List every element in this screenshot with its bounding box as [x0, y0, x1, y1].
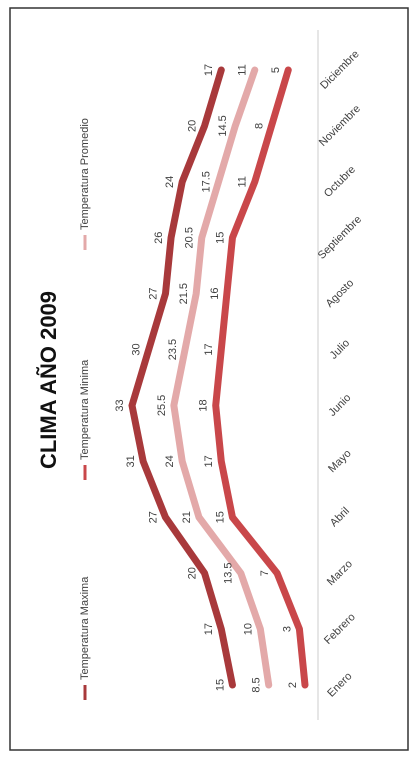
data-label: 21 — [181, 511, 193, 523]
data-label: 17 — [203, 343, 215, 355]
data-label: 2 — [287, 682, 299, 688]
data-label: 7 — [259, 570, 271, 576]
data-label: 26 — [153, 232, 165, 244]
data-label: 25.5 — [156, 395, 168, 416]
data-label: 15 — [214, 679, 226, 691]
x-tick-label: Febrero — [322, 611, 358, 647]
data-label: 27 — [147, 288, 159, 300]
x-tick-label: Enero — [325, 670, 354, 699]
x-tick-label: Julio — [328, 337, 352, 361]
data-label: 3 — [281, 626, 293, 632]
data-label: 8 — [253, 123, 265, 129]
data-label: 17 — [203, 623, 215, 635]
x-tick-label: Agosto — [324, 277, 357, 310]
x-tick-label: Diciembre — [318, 48, 361, 91]
rotated-chart: CLIMA AÑO 2009 151720273133302726242017T… — [36, 30, 364, 720]
legend-label: Temperatura Maxima — [79, 576, 91, 680]
data-label: 17 — [203, 455, 215, 467]
data-label: 13.5 — [223, 562, 235, 583]
x-tick-label: Octubre — [322, 164, 358, 200]
legend-label: Temperatura Minima — [79, 359, 91, 460]
frame — [9, 7, 409, 751]
series-line — [170, 66, 273, 689]
x-tick-label: Junio — [326, 392, 353, 419]
chart-title: CLIMA AÑO 2009 — [36, 291, 61, 469]
data-label: 23.5 — [167, 339, 179, 360]
legend-label: Temperatura Promedio — [79, 118, 91, 230]
data-label: 5 — [270, 67, 282, 73]
data-label: 11 — [237, 64, 249, 75]
data-label: 30 — [131, 343, 143, 355]
series-line — [128, 66, 236, 689]
data-label: 16 — [209, 288, 221, 300]
x-tick-label: Septiembre — [316, 214, 364, 262]
data-label: 27 — [147, 511, 159, 523]
data-label: 10 — [242, 623, 254, 635]
data-label: 21.5 — [178, 283, 190, 304]
data-label: 15 — [214, 232, 226, 244]
data-label: 15 — [214, 511, 226, 523]
data-label: 17 — [203, 64, 215, 76]
data-label: 11 — [237, 176, 249, 187]
x-tick-label: Noviembre — [317, 103, 363, 149]
data-label: 33 — [114, 399, 126, 411]
data-label: 31 — [125, 455, 137, 467]
x-tick-label: Abril — [328, 505, 352, 529]
data-label: 17.5 — [200, 171, 212, 192]
data-label: 18 — [198, 399, 210, 411]
data-label: 24 — [164, 455, 176, 467]
x-tick-label: Marzo — [325, 558, 355, 588]
series-line — [212, 66, 309, 689]
data-label: 20.5 — [184, 227, 196, 248]
data-label: 20 — [186, 120, 198, 132]
data-label: 20 — [186, 567, 198, 579]
data-label: 8.5 — [251, 677, 263, 692]
x-tick-label: Mayo — [326, 448, 354, 476]
data-label: 24 — [164, 176, 176, 188]
data-label: 14.5 — [217, 115, 229, 136]
